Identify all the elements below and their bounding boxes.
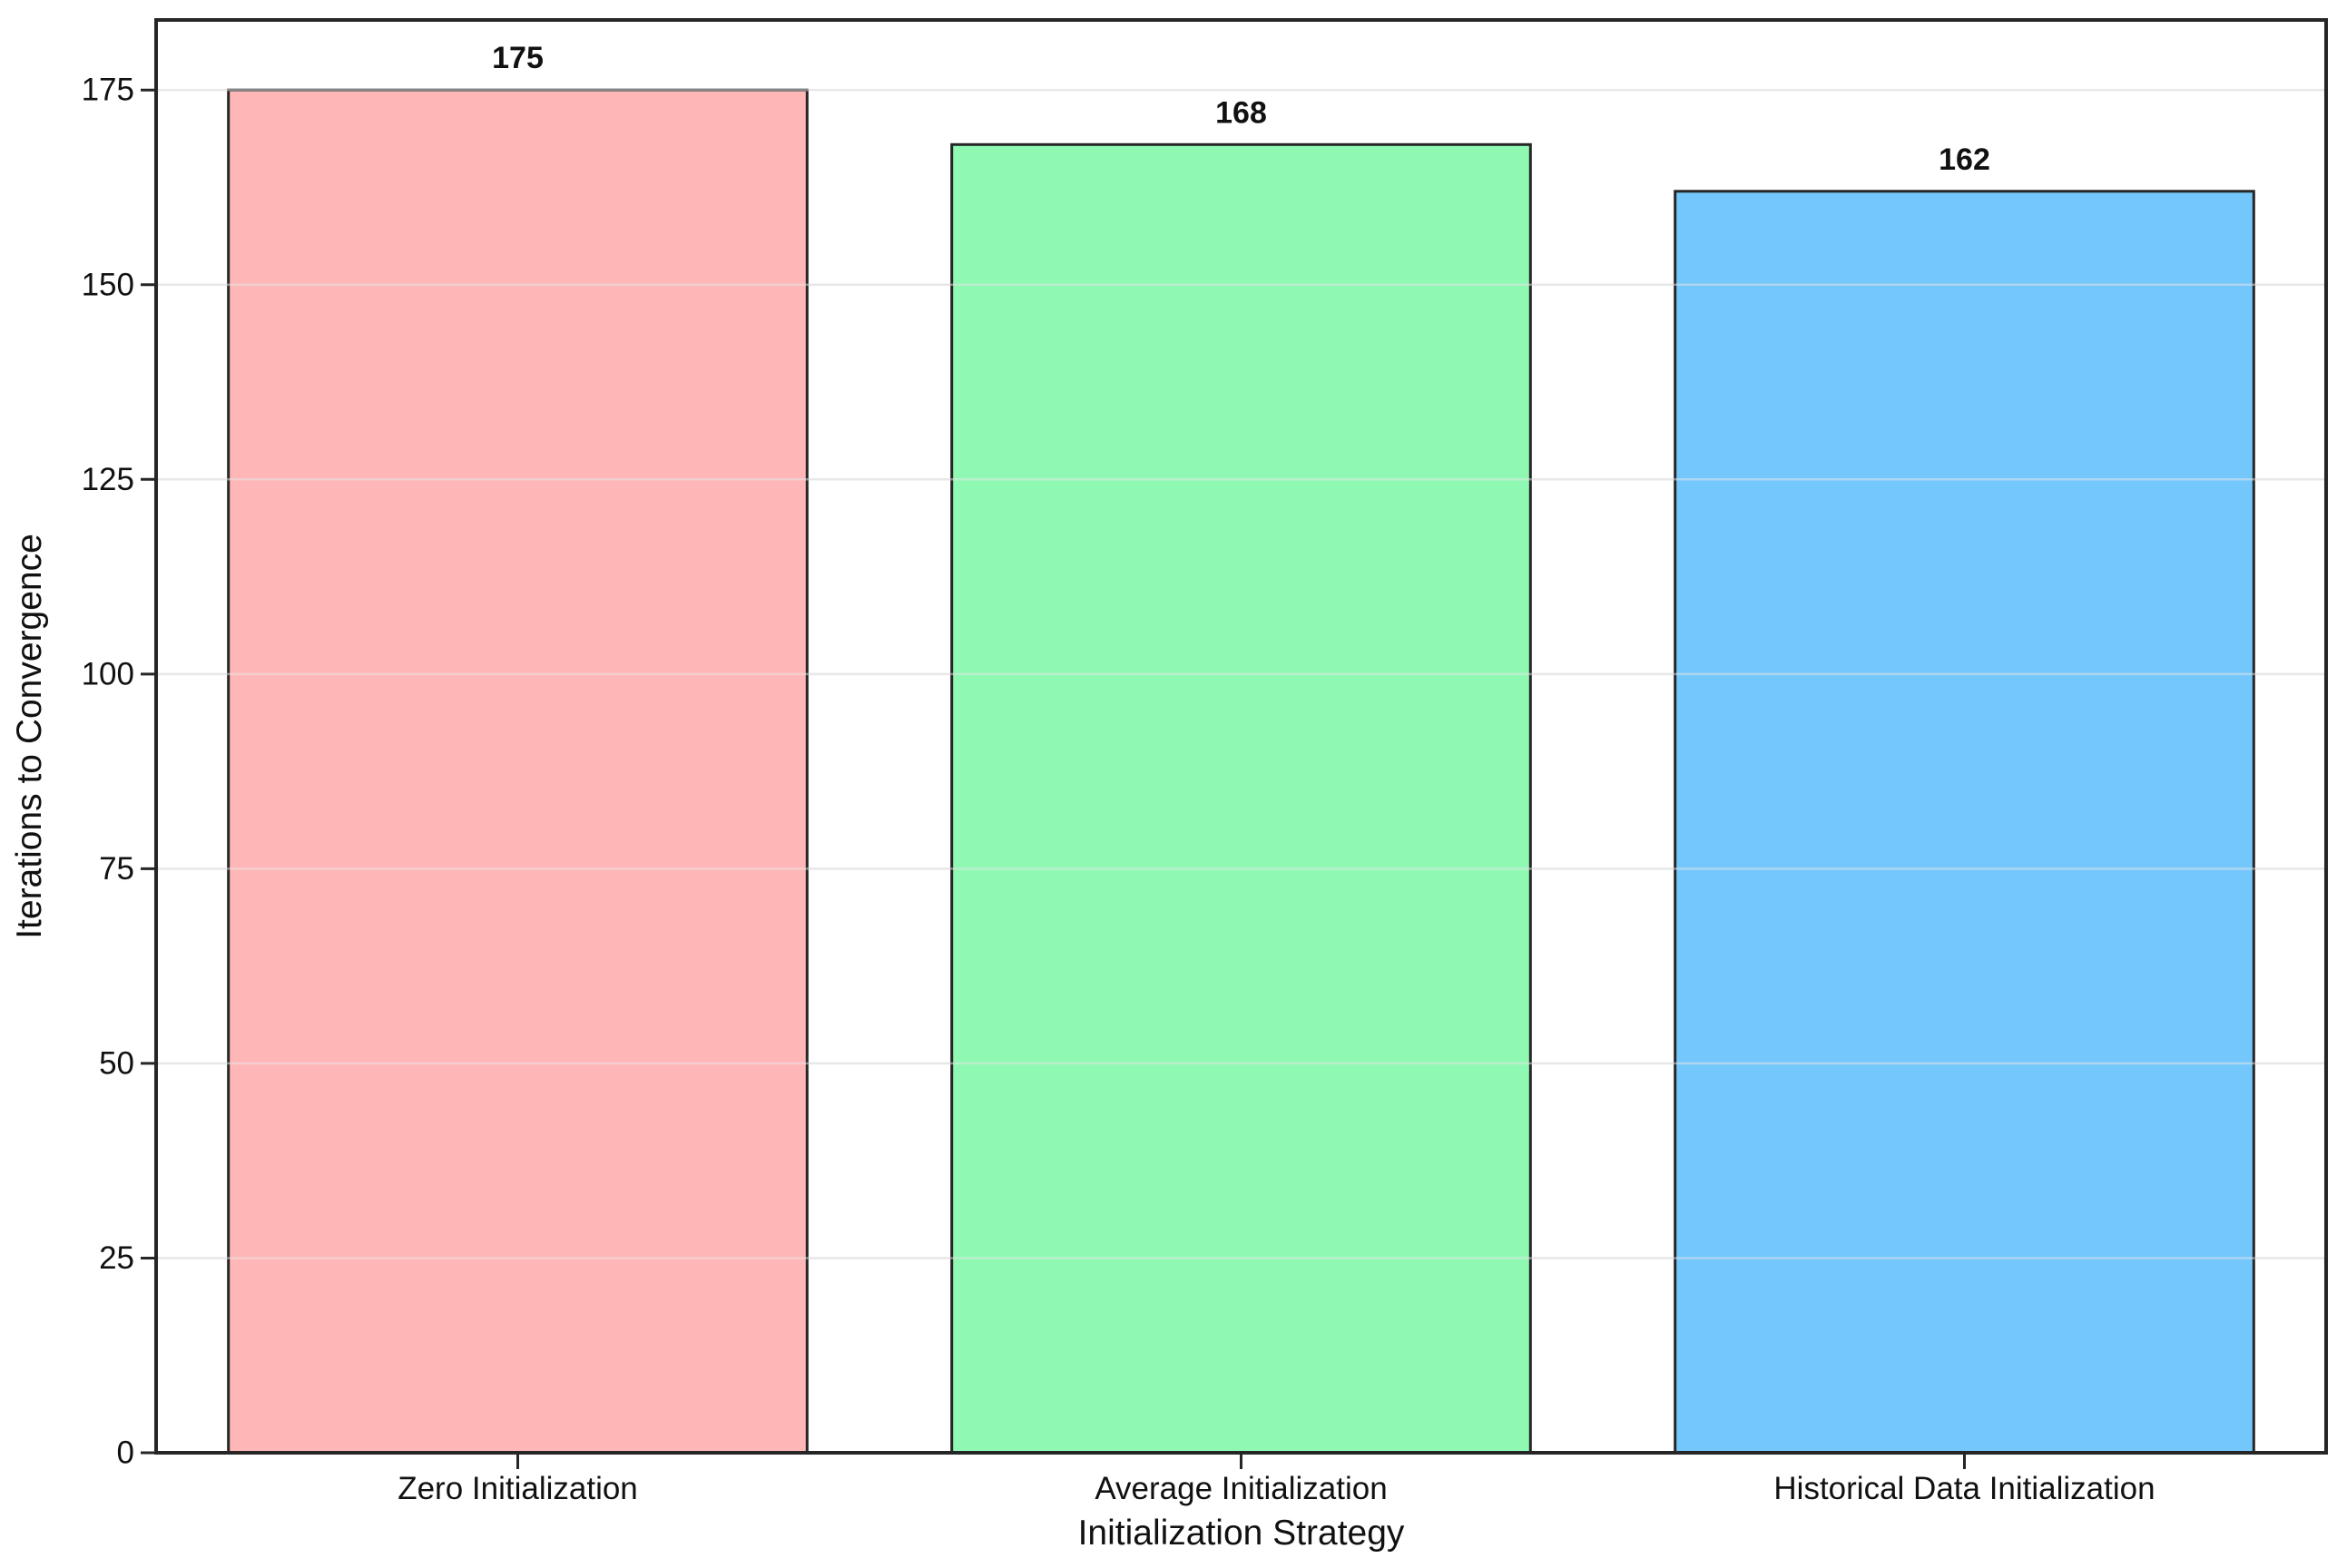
y-tick-label: 125 xyxy=(82,462,134,497)
x-tick-label: Historical Data Initialization xyxy=(1773,1471,2155,1506)
y-tick-label: 50 xyxy=(99,1045,134,1081)
y-tick-label: 150 xyxy=(82,267,134,302)
y-axis-title: Iterations to Convergence xyxy=(10,534,49,939)
bar-3 xyxy=(1674,190,2255,1455)
bar-value-label: 175 xyxy=(492,41,544,75)
y-tick-label: 75 xyxy=(99,851,134,887)
x-tick-label: Zero Initialization xyxy=(398,1471,638,1506)
bar-1 xyxy=(227,88,809,1455)
x-axis-title: Initialization Strategy xyxy=(1078,1514,1405,1553)
y-tick-label: 0 xyxy=(117,1436,134,1471)
x-tick-label: Average Initialization xyxy=(1095,1471,1387,1506)
y-tick-label: 25 xyxy=(99,1240,134,1276)
y-tick-label: 100 xyxy=(82,656,134,691)
bar-2 xyxy=(950,142,1532,1455)
bar-value-label: 162 xyxy=(1939,142,1990,177)
y-tick-label: 175 xyxy=(82,73,134,108)
bar-value-label: 168 xyxy=(1215,95,1267,130)
